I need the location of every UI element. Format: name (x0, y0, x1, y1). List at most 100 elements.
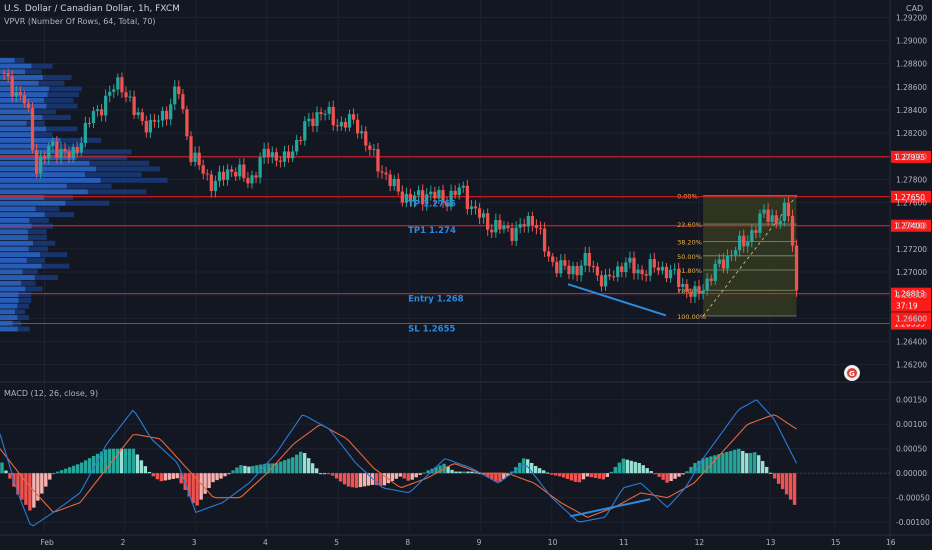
macd-histogram-bar (549, 473, 554, 475)
volume-profile-bar (34, 275, 58, 280)
volume-profile-bar (76, 155, 128, 160)
horizontal-levels[interactable]: 1.279951.276501.274001.268131.265551.266… (0, 150, 931, 330)
volume-profile-bar (0, 235, 29, 240)
time-tick-label: 2 (121, 538, 126, 547)
price-trend-line[interactable] (567, 283, 667, 317)
macd-histogram-bar (410, 473, 414, 480)
candle-body (213, 181, 218, 192)
time-tick-label: 8 (405, 538, 410, 547)
macd-histogram-bar (68, 467, 72, 474)
macd-histogram-bar (737, 448, 741, 474)
macd-histogram-bar (147, 471, 152, 474)
macd-histogram-bar (362, 473, 367, 487)
candle-body (404, 193, 409, 203)
level-price-tag (891, 287, 931, 300)
volume-profile-bar (0, 195, 44, 200)
candle-body (481, 213, 486, 218)
trade-annotation: TP 1.2765 (408, 200, 456, 210)
fib-level-label: 61.80% (677, 267, 702, 275)
candle-body (429, 191, 433, 195)
macd-histogram-bar (741, 450, 745, 474)
candle-body (733, 250, 738, 256)
macd-tick-label: 0.00100 (896, 420, 927, 429)
macd-histogram-bar (446, 466, 450, 474)
candle-body (392, 178, 396, 187)
time-tick-label: 3 (192, 538, 197, 547)
candle-body (209, 174, 213, 192)
price-tick-label: 1.26600 (896, 314, 927, 323)
macd-histogram-bar (191, 473, 195, 504)
candle-body (636, 269, 640, 274)
candle-body (701, 290, 705, 294)
time-tick-label: 11 (619, 538, 629, 547)
candle-body (169, 104, 173, 120)
candle-body (250, 175, 254, 184)
volume-profile-bar (0, 143, 52, 149)
macd-tick-label: 0.00050 (896, 445, 927, 454)
candle-body (10, 76, 14, 97)
candle-body (14, 91, 18, 97)
candle-body (668, 269, 673, 279)
macd-histogram-bar (175, 473, 179, 479)
volume-profile-bar (0, 183, 67, 189)
macd-histogram-bar (287, 458, 291, 474)
badge-letter: G (849, 370, 855, 378)
macd-histogram-bar (378, 473, 383, 486)
volume-profile-bar (0, 80, 39, 86)
macd-histogram-bar (721, 453, 725, 474)
fib-diagonal (702, 195, 797, 317)
tradingview-badge[interactable]: G (844, 365, 860, 381)
macd-trend-line[interactable] (569, 498, 651, 518)
macd-histogram-bar (625, 459, 629, 474)
candle-body (465, 185, 469, 210)
macd-histogram-bar (203, 473, 207, 494)
candle-body (396, 178, 400, 192)
macd-histogram-bar (454, 471, 458, 474)
macd-histogram-bar (115, 448, 120, 474)
macd-histogram-bar (498, 473, 502, 482)
volume-profile-bar (0, 120, 27, 126)
time-tick-label: Feb (41, 538, 55, 547)
candle-body (234, 171, 238, 177)
macd-histogram-bar (693, 462, 697, 474)
candle-body (116, 77, 120, 90)
currency-label: CAD (906, 4, 923, 13)
volume-profile-bar (44, 212, 75, 218)
macd-histogram-bar (40, 473, 44, 494)
trend-lines[interactable] (567, 283, 667, 317)
candle-body (612, 276, 616, 278)
fibonacci-retracement[interactable]: 0.00%23.60%38.20%50.00%61.80%78.60%100.0… (677, 193, 797, 321)
candle-body (453, 190, 457, 196)
volume-profile-bar (33, 109, 56, 115)
macd-histogram-bar (537, 468, 542, 474)
candle-body (677, 269, 681, 287)
candle-body (258, 157, 262, 178)
macd-histogram-bar (91, 455, 96, 474)
volume-profile-bar (22, 269, 38, 275)
fib-level-label: 78.60% (677, 287, 702, 295)
macd-line (0, 399, 798, 527)
volume-profile-bar (47, 92, 80, 98)
candle-body (709, 278, 713, 281)
volume-profile-bar (100, 177, 168, 183)
macd-histogram-bar (705, 457, 709, 474)
candle-body (449, 190, 453, 207)
macd-histogram-bar (259, 464, 263, 474)
macd-histogram-bar (541, 470, 546, 474)
candle-body (530, 216, 535, 226)
price-tick-label: 1.27200 (896, 245, 927, 254)
macd-histogram-bar (398, 473, 402, 477)
fib-level-label: 23.60% (677, 221, 702, 229)
macd-histogram-bar (159, 473, 163, 482)
macd-histogram-bar (227, 473, 231, 475)
volume-profile-bar (78, 149, 132, 155)
candle-body (124, 92, 128, 98)
volume-profile-bar (0, 309, 16, 315)
candle-body (514, 227, 518, 241)
macd-histogram-bar (255, 465, 259, 474)
candle-body (83, 122, 87, 143)
price-tick-label: 1.28200 (896, 129, 927, 138)
candle-body (672, 269, 677, 271)
candle-body (323, 113, 327, 115)
